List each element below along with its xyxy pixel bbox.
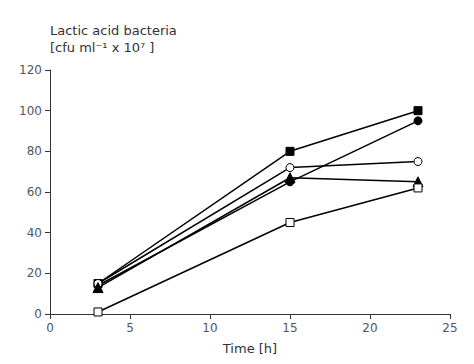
svg-text:20: 20 (27, 266, 42, 280)
svg-text:Lactic acid bacteria: Lactic acid bacteria (50, 23, 177, 38)
svg-text:80: 80 (27, 144, 42, 158)
svg-text:20: 20 (362, 321, 377, 335)
svg-text:10: 10 (202, 321, 217, 335)
svg-text:100: 100 (19, 104, 42, 118)
svg-text:120: 120 (19, 63, 42, 77)
svg-text:0: 0 (46, 321, 54, 335)
svg-text:40: 40 (27, 226, 42, 240)
svg-text:Time [h]: Time [h] (222, 341, 277, 356)
svg-text:60: 60 (27, 185, 42, 199)
svg-text:25: 25 (442, 321, 457, 335)
svg-text:15: 15 (282, 321, 297, 335)
svg-text:0: 0 (34, 307, 42, 321)
svg-text:5: 5 (126, 321, 134, 335)
svg-text:[cfu ml⁻¹ x 10⁷ ]: [cfu ml⁻¹ x 10⁷ ] (50, 40, 154, 55)
